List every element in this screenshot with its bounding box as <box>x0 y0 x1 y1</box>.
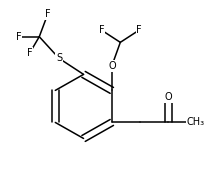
Text: O: O <box>165 92 172 102</box>
Text: F: F <box>99 25 104 35</box>
Text: CH₃: CH₃ <box>187 117 205 127</box>
Text: F: F <box>45 9 51 19</box>
Text: F: F <box>45 9 51 19</box>
Text: F: F <box>27 48 33 58</box>
Text: F: F <box>27 48 33 58</box>
Text: F: F <box>16 32 21 42</box>
Text: F: F <box>16 32 21 42</box>
Text: F: F <box>136 25 142 35</box>
Text: S: S <box>56 53 62 63</box>
Text: O: O <box>108 61 116 71</box>
